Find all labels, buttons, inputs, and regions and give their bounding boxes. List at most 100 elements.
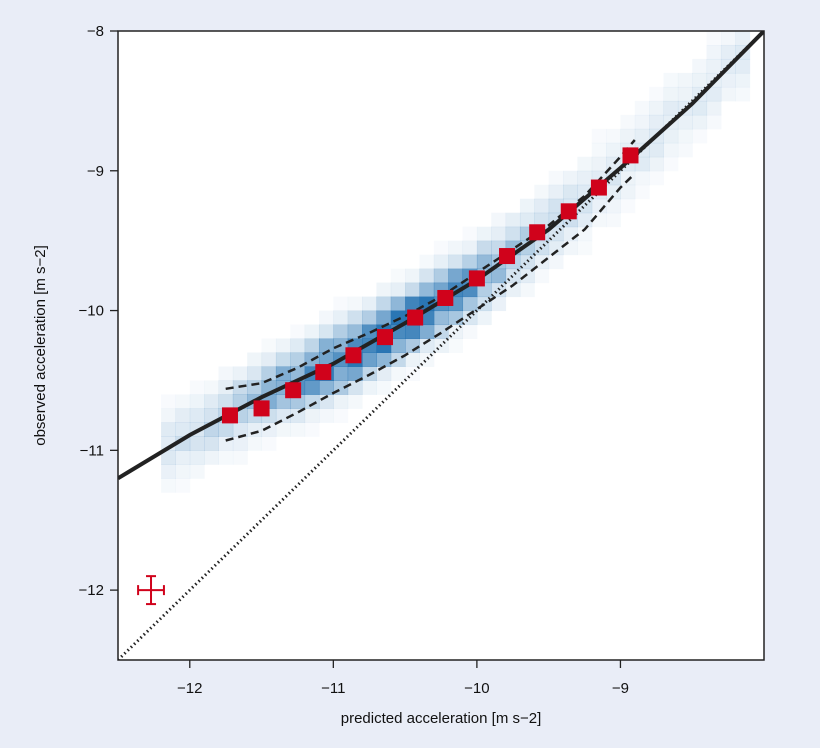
- density-cell: [606, 170, 621, 186]
- lower-scatter-line: [225, 172, 636, 442]
- density-cell: [620, 128, 636, 144]
- binned-mean-point: [315, 364, 332, 381]
- density-cell: [232, 366, 248, 381]
- density-cell: [362, 296, 377, 312]
- density-cell: [333, 394, 349, 409]
- y-axis-label: observed acceleration [m s−2]: [32, 245, 49, 446]
- density-cell: [175, 408, 191, 423]
- density-cell: [663, 72, 679, 88]
- density-cell: [405, 296, 420, 312]
- density-cell: [390, 282, 406, 298]
- density-cell: [318, 310, 334, 326]
- density-cell: [677, 72, 693, 88]
- density-cell: [419, 254, 435, 270]
- plot-frame: [117, 30, 765, 661]
- density-cell: [634, 156, 650, 172]
- x-tick-label: −12: [177, 680, 202, 697]
- binned-mean-point: [468, 270, 485, 287]
- density-cell: [405, 282, 420, 298]
- density-cell: [677, 114, 693, 130]
- density-cell: [247, 436, 263, 451]
- density-cell: [204, 450, 219, 465]
- density-cell: [577, 156, 593, 172]
- density-cell: [290, 325, 305, 339]
- density-cell: [663, 142, 679, 158]
- x-tick-label: −11: [321, 680, 345, 697]
- density-cell: [362, 310, 377, 326]
- one-to-one-line: [118, 31, 764, 660]
- density-cell: [534, 198, 550, 214]
- density-cell: [261, 422, 277, 437]
- density-cell: [735, 31, 751, 32]
- y-axis: −12 −11 −10 −9 −8: [79, 23, 118, 599]
- density-cell: [347, 310, 363, 326]
- density-cell: [290, 352, 306, 367]
- density-cell: [333, 324, 349, 340]
- density-cell: [620, 184, 636, 200]
- density-cell: [634, 100, 650, 116]
- density-cell: [204, 436, 219, 451]
- density-cell: [161, 450, 176, 465]
- density-cell: [706, 86, 722, 102]
- density-cell: [347, 324, 363, 340]
- density-cell: [577, 226, 593, 242]
- density-cell: [491, 226, 507, 242]
- density-cell: [649, 156, 665, 172]
- density-cell: [347, 296, 363, 312]
- density-cell: [563, 184, 578, 200]
- binned-mean-point: [407, 309, 424, 326]
- density-cell: [218, 450, 234, 465]
- density-cell: [563, 226, 578, 242]
- density-cell: [304, 380, 320, 395]
- density-cell: [707, 31, 722, 45]
- x-axis-label: predicted acceleration [m s−2]: [341, 710, 542, 727]
- density-cell: [318, 338, 334, 353]
- density-cell: [476, 240, 492, 256]
- density-cell: [376, 310, 392, 326]
- y-tick-label: −11: [80, 442, 104, 459]
- density-cell: [548, 198, 564, 214]
- density-cell: [548, 226, 564, 242]
- density-cell: [161, 408, 176, 423]
- density-cell: [390, 338, 406, 353]
- density-cell: [304, 408, 320, 423]
- density-cell: [634, 114, 650, 130]
- density-cell: [606, 142, 621, 158]
- binned-mean-point: [345, 347, 362, 364]
- density-cell: [534, 240, 550, 256]
- x-axis: −12 −11 −10 −9: [177, 660, 629, 697]
- density-cell: [175, 464, 191, 479]
- density-cell: [548, 254, 564, 270]
- density-cell: [189, 394, 205, 409]
- binned-mean-point: [590, 179, 607, 196]
- density-cell: [275, 422, 291, 437]
- density-cell: [519, 282, 535, 298]
- density-cell: [391, 269, 406, 283]
- density-cell: [591, 142, 607, 158]
- density-cell: [419, 324, 435, 340]
- density-cell: [290, 422, 306, 437]
- density-cell: [663, 86, 679, 102]
- density-cell: [476, 226, 492, 242]
- density-cell: [161, 464, 176, 479]
- density-cell: [634, 170, 650, 186]
- density-cell: [405, 324, 420, 340]
- density-cell: [677, 86, 693, 102]
- density-cell: [649, 171, 664, 185]
- density-cell: [549, 171, 564, 185]
- density-cell: [376, 352, 392, 367]
- density-cell: [649, 114, 665, 130]
- density-cell: [261, 352, 277, 367]
- y-tick-label: −9: [87, 163, 104, 180]
- density-cell: [161, 422, 176, 437]
- density-cell: [448, 240, 464, 256]
- density-cell: [735, 72, 751, 88]
- density-cell: [189, 464, 205, 479]
- density-cell: [649, 142, 665, 158]
- density-cell: [419, 338, 435, 353]
- density-cell: [347, 380, 363, 395]
- density-cell: [548, 184, 564, 200]
- density-cell: [692, 114, 708, 130]
- binned-mean-point: [377, 329, 394, 346]
- density-cell: [304, 394, 320, 409]
